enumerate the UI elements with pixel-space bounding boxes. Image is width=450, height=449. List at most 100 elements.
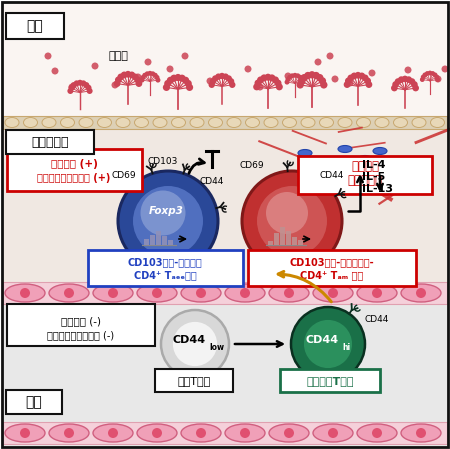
Circle shape bbox=[240, 428, 250, 438]
Text: 气道: 气道 bbox=[27, 19, 43, 33]
Circle shape bbox=[291, 307, 365, 381]
Ellipse shape bbox=[401, 424, 441, 442]
Bar bbox=[6, 13, 64, 39]
Circle shape bbox=[45, 53, 51, 60]
Text: CD69: CD69 bbox=[112, 171, 136, 180]
Text: low: low bbox=[209, 343, 224, 352]
Circle shape bbox=[255, 79, 261, 87]
Circle shape bbox=[346, 79, 354, 87]
Circle shape bbox=[304, 320, 352, 368]
Circle shape bbox=[87, 88, 93, 94]
Bar bbox=[292, 237, 297, 245]
Text: 病理重塑: 病理重塑 bbox=[351, 160, 379, 173]
Circle shape bbox=[219, 73, 225, 79]
Text: CD103: CD103 bbox=[148, 157, 178, 166]
Bar bbox=[3, 282, 447, 304]
Circle shape bbox=[276, 84, 283, 90]
Circle shape bbox=[229, 82, 235, 88]
Circle shape bbox=[300, 77, 305, 82]
Text: CD44: CD44 bbox=[320, 172, 344, 180]
Bar bbox=[2, 124, 448, 304]
Circle shape bbox=[91, 62, 99, 70]
Ellipse shape bbox=[49, 284, 89, 302]
Circle shape bbox=[140, 78, 144, 83]
Circle shape bbox=[71, 82, 77, 88]
Circle shape bbox=[261, 75, 268, 81]
Circle shape bbox=[81, 80, 86, 86]
Circle shape bbox=[287, 75, 292, 80]
Ellipse shape bbox=[298, 150, 312, 157]
Circle shape bbox=[369, 70, 375, 76]
Circle shape bbox=[167, 77, 174, 84]
Ellipse shape bbox=[79, 118, 93, 128]
Circle shape bbox=[257, 186, 327, 256]
Bar bbox=[248, 250, 416, 286]
Circle shape bbox=[364, 78, 371, 84]
Circle shape bbox=[154, 75, 159, 80]
Circle shape bbox=[411, 81, 418, 88]
Text: Foxp3: Foxp3 bbox=[148, 206, 184, 216]
Circle shape bbox=[196, 428, 206, 438]
Circle shape bbox=[112, 82, 118, 88]
Text: 组织常驻 (+): 组织常驻 (+) bbox=[50, 159, 98, 169]
Circle shape bbox=[257, 76, 264, 84]
Bar bbox=[286, 231, 291, 245]
Circle shape bbox=[256, 84, 264, 91]
Circle shape bbox=[328, 428, 338, 438]
Ellipse shape bbox=[171, 118, 185, 128]
Ellipse shape bbox=[93, 424, 133, 442]
Circle shape bbox=[121, 71, 128, 78]
Circle shape bbox=[344, 81, 351, 88]
Text: 组织常驻 (-): 组织常驻 (-) bbox=[61, 316, 101, 326]
Circle shape bbox=[269, 75, 275, 81]
Circle shape bbox=[320, 81, 328, 88]
Circle shape bbox=[74, 80, 80, 86]
Ellipse shape bbox=[357, 284, 397, 302]
Ellipse shape bbox=[135, 118, 148, 128]
Bar bbox=[2, 304, 448, 447]
Ellipse shape bbox=[301, 118, 315, 128]
Circle shape bbox=[152, 288, 162, 298]
Circle shape bbox=[430, 71, 435, 76]
Circle shape bbox=[166, 66, 174, 72]
Ellipse shape bbox=[412, 118, 426, 128]
Circle shape bbox=[345, 78, 352, 84]
Circle shape bbox=[152, 428, 162, 438]
Text: CD44: CD44 bbox=[365, 316, 389, 325]
Circle shape bbox=[405, 76, 412, 83]
Circle shape bbox=[145, 71, 150, 76]
Circle shape bbox=[319, 77, 326, 84]
Circle shape bbox=[402, 75, 408, 82]
Ellipse shape bbox=[225, 284, 265, 302]
Bar bbox=[144, 239, 149, 245]
Circle shape bbox=[212, 75, 218, 82]
Circle shape bbox=[358, 73, 365, 79]
Circle shape bbox=[428, 70, 432, 75]
Text: 表达纤维化相关基因 (-): 表达纤维化相关基因 (-) bbox=[47, 330, 115, 340]
Circle shape bbox=[77, 80, 83, 86]
Bar bbox=[274, 233, 279, 245]
Circle shape bbox=[421, 75, 426, 79]
Ellipse shape bbox=[338, 118, 352, 128]
Circle shape bbox=[181, 53, 189, 60]
Circle shape bbox=[68, 88, 73, 94]
Ellipse shape bbox=[60, 118, 75, 128]
Ellipse shape bbox=[23, 118, 37, 128]
Ellipse shape bbox=[269, 424, 309, 442]
Text: IL-4: IL-4 bbox=[362, 160, 386, 170]
Text: CD44: CD44 bbox=[172, 335, 206, 345]
Circle shape bbox=[132, 74, 139, 80]
Circle shape bbox=[83, 82, 90, 88]
Circle shape bbox=[409, 78, 415, 85]
Bar bbox=[3, 422, 447, 444]
Circle shape bbox=[425, 71, 430, 76]
Text: CD4⁺ Tₐₘ 细胞: CD4⁺ Tₐₘ 细胞 bbox=[301, 270, 364, 280]
Circle shape bbox=[108, 428, 118, 438]
Circle shape bbox=[312, 72, 320, 79]
Circle shape bbox=[186, 84, 193, 91]
Bar bbox=[156, 231, 161, 245]
Circle shape bbox=[175, 74, 182, 81]
Circle shape bbox=[142, 73, 147, 78]
Bar bbox=[280, 227, 285, 245]
Circle shape bbox=[316, 74, 324, 81]
